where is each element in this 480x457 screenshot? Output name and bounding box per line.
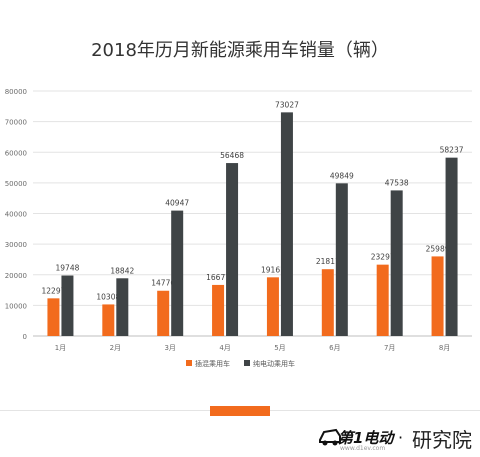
y-tick-label: 60000 xyxy=(5,149,27,157)
bar-bev xyxy=(390,190,403,336)
bar-phev xyxy=(376,264,389,336)
data-label: 18842 xyxy=(110,266,134,275)
bar-phev xyxy=(47,298,60,336)
x-tick-label: 5月 xyxy=(274,344,285,352)
x-tick-label: 8月 xyxy=(439,344,450,352)
legend-swatch xyxy=(244,360,250,366)
y-tick-label: 0 xyxy=(23,333,27,341)
data-label: 49849 xyxy=(330,171,354,180)
bar-chart: 0 10000 20000 30000 40000 50000 60000 70000 8000… xyxy=(5,88,472,368)
data-label: 16677 xyxy=(206,273,230,282)
footer-accent-bar xyxy=(210,406,270,416)
y-tick-label: 80000 xyxy=(5,88,27,96)
bar-bev xyxy=(171,210,184,336)
data-label: 12297 xyxy=(42,286,66,295)
bar-bev xyxy=(116,278,129,336)
data-label: 19161 xyxy=(261,265,285,274)
legend-label: 插混乘用车 xyxy=(195,359,230,368)
y-tick-label: 20000 xyxy=(5,272,27,280)
y-tick-label: 40000 xyxy=(5,211,27,219)
bar-phev xyxy=(212,284,225,336)
data-label: 47538 xyxy=(385,178,409,187)
data-label: 73027 xyxy=(275,100,299,109)
y-tick-label: 30000 xyxy=(5,241,27,249)
bar-phev xyxy=(266,277,279,336)
x-tick-label: 4月 xyxy=(219,344,230,352)
bar-phev xyxy=(102,304,115,336)
x-tick-label: 7月 xyxy=(384,344,395,352)
bar-phev xyxy=(321,269,334,336)
brand-name: 第1电动 xyxy=(338,429,394,447)
brand-separator: · xyxy=(398,428,404,447)
x-tick-label: 1月 xyxy=(55,344,66,352)
car-logo-icon xyxy=(319,428,341,446)
y-tick-label: 70000 xyxy=(5,119,27,127)
bar-bev xyxy=(61,275,74,336)
y-tick-label: 50000 xyxy=(5,180,27,188)
brand-logo: 第1电动 www.d1ev.com · 研究院 xyxy=(318,418,478,452)
data-label: 25989 xyxy=(426,244,450,253)
x-tick-label: 2月 xyxy=(110,344,121,352)
legend-swatch xyxy=(186,360,192,366)
bar-phev xyxy=(157,290,170,336)
bar-bev xyxy=(280,112,293,336)
data-label: 23297 xyxy=(371,253,395,262)
bar-bev xyxy=(335,183,348,336)
data-label: 58237 xyxy=(440,146,464,155)
data-label: 40947 xyxy=(165,199,189,208)
x-tick-label: 3月 xyxy=(164,344,175,352)
legend-label: 纯电动乘用车 xyxy=(253,359,295,368)
data-label: 14776 xyxy=(151,279,175,288)
chart-title: 2018年历月新能源乘用车销量（辆） xyxy=(91,40,389,61)
x-tick-label: 6月 xyxy=(329,344,340,352)
y-tick-label: 10000 xyxy=(5,302,27,310)
bar-phev xyxy=(431,256,444,336)
bar-bev xyxy=(226,163,239,336)
bar-bev xyxy=(445,157,458,336)
data-label: 10308 xyxy=(96,292,120,301)
data-label: 19748 xyxy=(56,264,80,273)
data-label: 56468 xyxy=(220,151,244,160)
brand-url: www.d1ev.com xyxy=(340,445,386,452)
data-label: 21811 xyxy=(316,257,340,266)
brand-unit: 研究院 xyxy=(412,428,472,452)
